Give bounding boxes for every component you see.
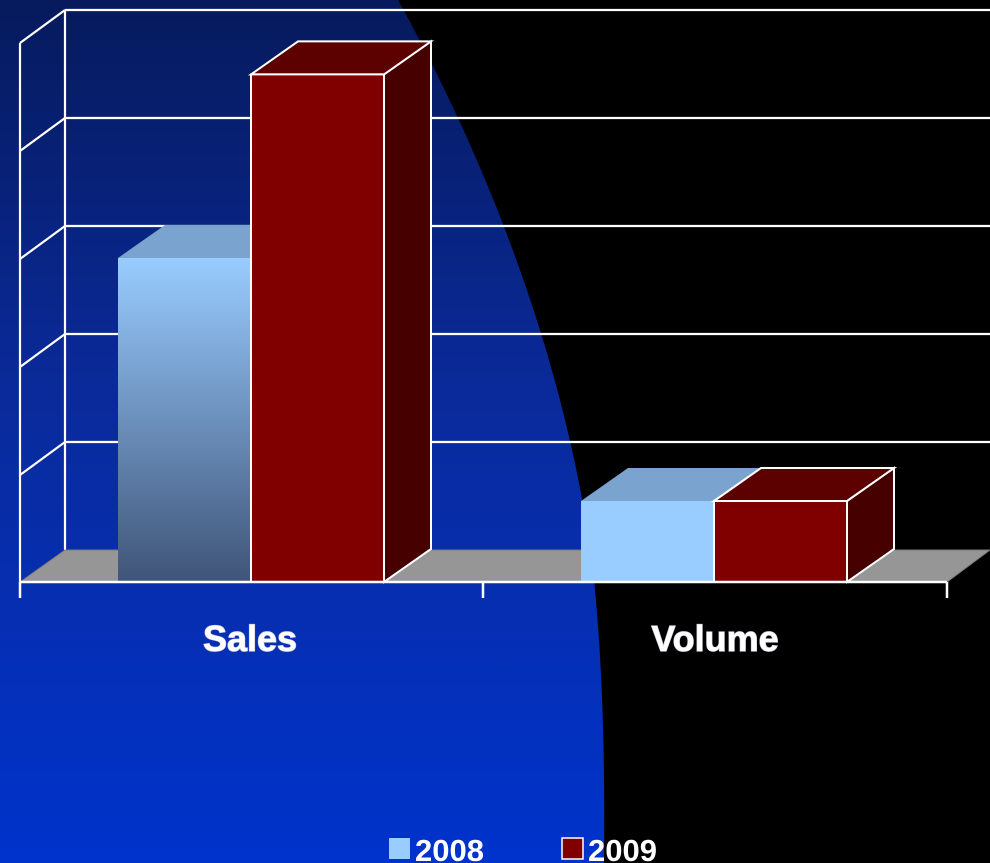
bar-front-2009-sales <box>250 73 385 584</box>
chart-walls <box>18 10 67 582</box>
side-gridline <box>19 441 66 476</box>
bar-front-2008-sales <box>118 258 251 582</box>
bar-side-2009-sales <box>383 39 432 584</box>
chart-gridlines <box>19 8 990 476</box>
bar-front-2008-volume <box>581 501 714 582</box>
side-gridline <box>19 9 66 44</box>
category-label-sales: Sales <box>203 618 297 659</box>
side-gridline <box>19 117 66 152</box>
bar-front-2009-volume <box>713 500 848 583</box>
chart-bars <box>118 39 898 584</box>
legend[interactable]: 2008 2009 <box>389 833 657 863</box>
bar-top-2008-volume <box>581 468 761 501</box>
bar-2009-volume <box>710 466 898 584</box>
x-axis <box>18 580 949 598</box>
category-label-volume: Volume <box>651 618 778 659</box>
side-gridline <box>19 225 66 260</box>
legend-label-2009: 2009 <box>588 833 657 863</box>
legend-swatch-2008 <box>389 838 410 859</box>
category-labels: Sales Volume <box>202 617 779 659</box>
side-gridline <box>19 333 66 368</box>
legend-swatch-2009 <box>561 837 584 860</box>
bar-2009-sales <box>247 39 435 584</box>
legend-label-2008: 2008 <box>415 833 484 863</box>
